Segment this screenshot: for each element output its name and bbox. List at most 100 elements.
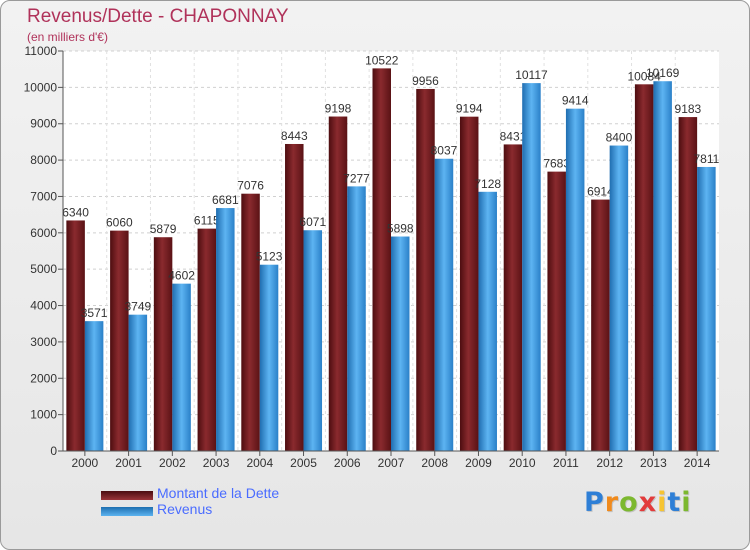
legend-swatch-revenue [101,507,153,516]
data-label-debt: 10522 [365,53,399,67]
bar-revenue [434,158,454,451]
y-tick-label: 5000 [30,262,57,276]
bar-revenue [216,208,235,451]
x-tick-label: 2014 [684,456,711,470]
data-label-debt: 6060 [106,216,133,230]
x-tick-label: 2010 [509,456,536,470]
proxiti-logo: Proxiti [584,487,692,518]
bar-revenue [697,166,716,452]
legend-swatch-debt [101,491,153,500]
bar-debt [241,193,260,451]
data-label-debt: 9183 [675,102,702,116]
data-label-revenue: 5898 [387,222,414,236]
data-label-revenue: 8400 [606,131,633,145]
bar-revenue [259,264,279,451]
data-label-revenue: 5123 [256,250,283,264]
data-label-revenue: 10117 [515,68,548,82]
bar-revenue [303,230,323,451]
bar-debt [285,143,304,451]
y-tick-label: 9000 [30,117,57,131]
bar-revenue [128,314,148,451]
bar-debt [591,199,610,451]
logo-letter: i [657,487,668,518]
y-tick-label: 4000 [30,299,57,313]
bar-debt [634,84,654,452]
bar-revenue [653,81,672,451]
data-label-revenue: 7128 [474,177,501,191]
bar-debt [678,117,698,451]
logo-letter: P [584,487,605,518]
x-tick-label: 2008 [421,456,448,470]
x-tick-label: 2004 [246,456,273,470]
logo-letter: i [681,487,692,518]
x-tick-label: 2011 [553,456,579,470]
logo-letter: t [667,487,682,518]
data-label-debt: 9194 [456,102,483,116]
data-label-debt: 5879 [150,222,177,236]
bar-revenue [391,236,410,451]
bar-revenue [609,145,629,451]
y-tick-label: 8000 [30,153,57,167]
x-tick-label: 2009 [465,456,492,470]
bar-debt [153,237,173,451]
data-label-debt: 7076 [237,179,264,193]
data-label-revenue: 7277 [343,171,370,185]
chart-title: Revenus/Dette - CHAPONNAY [27,6,289,27]
x-tick-label: 2003 [203,456,230,470]
y-tick-label: 2000 [30,371,57,385]
bar-revenue [84,321,104,451]
bar-debt [416,88,435,452]
data-label-revenue: 6681 [212,193,239,207]
bar-revenue [347,186,366,451]
x-tick-label: 2007 [378,456,405,470]
bar-debt [459,116,479,451]
data-label-revenue: 9414 [562,94,589,108]
bar-revenue [478,191,497,452]
y-tick-label: 10000 [24,80,58,94]
bar-debt [197,228,217,451]
y-tick-label: 7000 [30,189,57,203]
data-label-revenue: 4602 [168,269,195,283]
data-label-revenue: 6071 [299,215,326,229]
x-tick-label: 2006 [334,456,361,470]
x-tick-label: 2001 [115,456,142,470]
legend-label-debt: Montant de la Dette [157,485,280,501]
chart-subtitle: (en milliers d'€) [27,30,108,44]
x-tick-label: 2002 [159,456,186,470]
data-label-debt: 9198 [325,102,352,116]
legend-label-revenue: Revenus [157,501,213,517]
data-label-revenue: 3749 [124,300,151,314]
data-label-revenue: 3571 [81,306,108,320]
data-label-debt: 6115 [194,214,220,228]
data-label-revenue: 7811 [693,152,719,166]
data-label-debt: 6340 [62,205,89,219]
data-label-debt: 8443 [281,129,308,143]
bar-debt [110,230,129,451]
logo-letter: x [638,487,658,518]
logo-letter: r [604,487,620,518]
y-tick-label: 1000 [30,408,57,422]
y-tick-label: 0 [50,444,57,458]
bar-revenue [172,283,191,451]
x-tick-label: 2005 [290,456,317,470]
data-label-revenue: 10169 [646,66,680,80]
data-label-debt: 10084 [627,69,661,83]
data-label-revenue: 8037 [431,144,458,158]
bar-debt [66,220,85,451]
x-tick-label: 2000 [72,456,99,470]
bar-debt [547,171,566,452]
bar-debt [372,68,391,451]
data-label-debt: 9956 [412,74,439,88]
data-label-debt: 6914 [587,185,614,199]
y-tick-label: 3000 [30,335,57,349]
y-tick-label: 6000 [30,226,57,240]
bar-revenue [522,83,541,451]
x-tick-label: 2013 [640,456,667,470]
x-tick-label: 2012 [596,456,623,470]
bar-revenue [565,108,585,451]
bar-debt [503,144,523,451]
y-tick-label: 11000 [25,44,58,58]
data-label-debt: 8431 [500,129,527,143]
